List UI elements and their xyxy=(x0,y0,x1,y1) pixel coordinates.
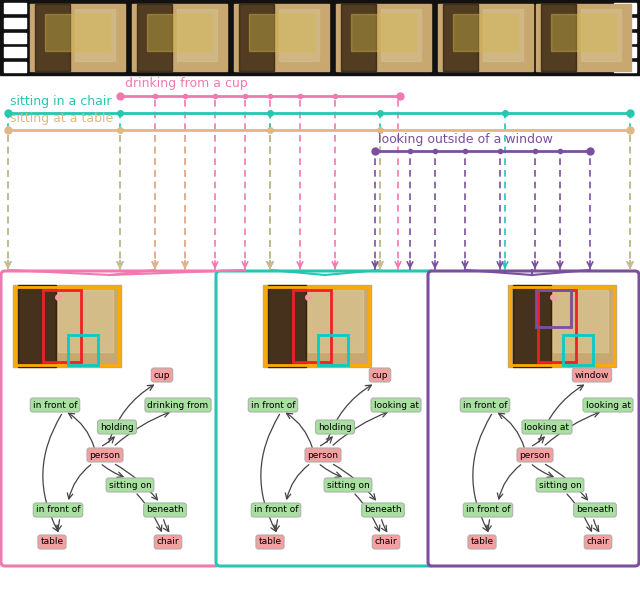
Text: sitting on: sitting on xyxy=(326,481,369,489)
Text: looking at: looking at xyxy=(586,401,630,409)
Text: in front of: in front of xyxy=(466,506,510,514)
Bar xyxy=(177,9,217,61)
Text: in front of: in front of xyxy=(463,401,508,409)
Bar xyxy=(4,32,26,43)
Bar xyxy=(614,18,636,27)
Text: chair: chair xyxy=(374,537,397,547)
Text: looking at: looking at xyxy=(525,423,570,431)
Text: person: person xyxy=(520,451,550,459)
Text: table: table xyxy=(259,537,282,547)
Bar xyxy=(4,62,26,72)
Bar xyxy=(614,47,636,57)
Bar xyxy=(483,9,523,61)
Bar xyxy=(58,290,113,352)
Text: window: window xyxy=(575,370,609,379)
Text: drinking from: drinking from xyxy=(147,401,209,409)
Bar xyxy=(538,290,576,362)
Bar xyxy=(147,14,212,51)
Bar xyxy=(318,335,348,365)
Bar xyxy=(443,4,478,71)
Bar xyxy=(137,4,172,71)
Text: beneath: beneath xyxy=(576,506,614,514)
Text: table: table xyxy=(470,537,493,547)
Bar xyxy=(35,4,70,71)
Bar xyxy=(438,4,533,71)
Bar xyxy=(541,4,576,71)
Bar xyxy=(0,0,640,75)
Text: beneath: beneath xyxy=(364,506,402,514)
Bar xyxy=(581,9,621,61)
Bar xyxy=(536,4,631,71)
Text: looking at: looking at xyxy=(374,401,419,409)
FancyBboxPatch shape xyxy=(1,271,219,566)
Bar xyxy=(239,4,274,71)
Bar xyxy=(30,4,125,71)
Bar xyxy=(132,4,227,71)
Text: sitting in a chair: sitting in a chair xyxy=(10,95,111,108)
Bar xyxy=(553,290,608,352)
Text: cup: cup xyxy=(372,370,388,379)
Bar xyxy=(4,18,26,27)
Bar xyxy=(43,290,81,362)
FancyBboxPatch shape xyxy=(428,271,639,566)
Text: person: person xyxy=(90,451,120,459)
Bar xyxy=(4,3,26,13)
Bar xyxy=(268,285,306,367)
Bar xyxy=(4,47,26,57)
Text: holding: holding xyxy=(318,423,352,431)
Bar xyxy=(263,285,371,367)
Text: table: table xyxy=(40,537,63,547)
Bar xyxy=(510,287,614,365)
Text: beneath: beneath xyxy=(146,506,184,514)
Text: chair: chair xyxy=(157,537,179,547)
Bar xyxy=(551,14,616,51)
Bar xyxy=(265,287,369,365)
Bar xyxy=(508,285,616,367)
Bar xyxy=(18,285,56,367)
Text: cup: cup xyxy=(154,370,170,379)
Text: sitting on: sitting on xyxy=(539,481,581,489)
Bar xyxy=(45,14,110,51)
Bar xyxy=(513,285,551,367)
Bar xyxy=(293,290,331,362)
Text: sitting at a table: sitting at a table xyxy=(10,112,113,125)
Bar xyxy=(536,290,571,327)
Text: in front of: in front of xyxy=(251,401,295,409)
FancyBboxPatch shape xyxy=(216,271,434,566)
Text: in front of: in front of xyxy=(36,506,80,514)
Text: in front of: in front of xyxy=(33,401,77,409)
Text: person: person xyxy=(307,451,339,459)
Bar xyxy=(13,285,121,367)
Bar xyxy=(15,287,119,365)
Bar xyxy=(614,3,636,13)
Bar xyxy=(381,9,421,61)
Text: in front of: in front of xyxy=(253,506,298,514)
Bar xyxy=(75,9,115,61)
Text: looking outside of a window: looking outside of a window xyxy=(378,133,553,146)
Bar xyxy=(351,14,416,51)
Bar xyxy=(614,62,636,72)
Bar xyxy=(234,4,329,71)
Text: chair: chair xyxy=(587,537,609,547)
Bar xyxy=(308,290,363,352)
Bar xyxy=(341,4,376,71)
Text: holding: holding xyxy=(100,423,134,431)
Text: sitting on: sitting on xyxy=(109,481,152,489)
Bar xyxy=(279,9,319,61)
Bar xyxy=(453,14,518,51)
Bar xyxy=(68,335,98,365)
Bar xyxy=(614,32,636,43)
Text: drinking from a cup: drinking from a cup xyxy=(125,77,248,90)
Bar xyxy=(336,4,431,71)
Bar xyxy=(563,335,593,365)
Bar xyxy=(249,14,314,51)
